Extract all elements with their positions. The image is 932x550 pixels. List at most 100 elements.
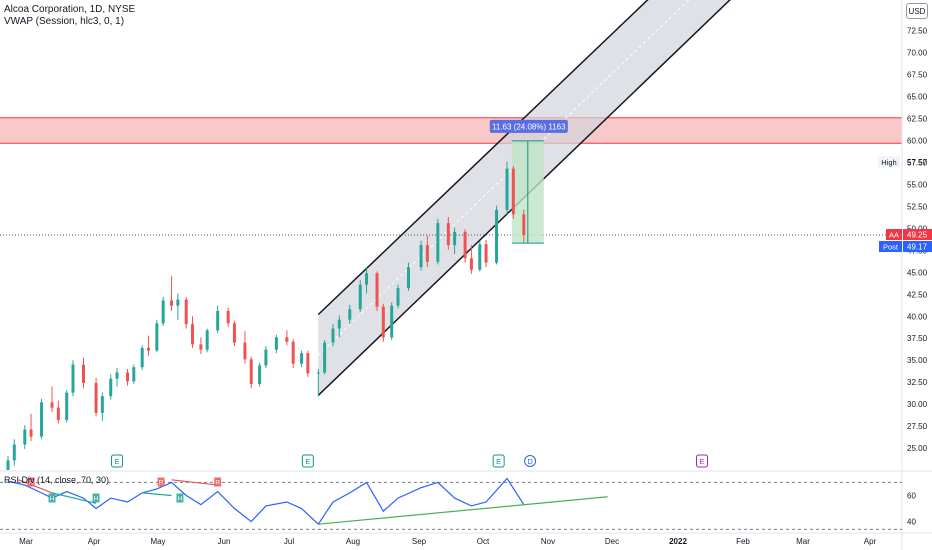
candle-body xyxy=(155,323,159,351)
chart-title: Alcoa Corporation, 1D, NYSE xyxy=(4,4,136,15)
event-marker-e: E xyxy=(301,454,314,468)
candle-body xyxy=(146,347,150,351)
candle-body xyxy=(243,342,247,360)
candle xyxy=(109,374,113,400)
candle xyxy=(146,335,150,356)
candle xyxy=(505,161,509,215)
channel-upper-line xyxy=(317,0,649,316)
post-market-label: Post 49.17 xyxy=(879,241,932,252)
price-tick-label: 25.00 xyxy=(907,444,928,453)
rsi-signal-r: R xyxy=(214,477,222,487)
event-marker-e: E xyxy=(696,454,709,468)
event-marker-e: E xyxy=(492,454,505,468)
candle xyxy=(29,413,33,442)
candle xyxy=(12,439,16,466)
candle xyxy=(132,364,136,384)
time-tick-label: Feb xyxy=(736,537,750,546)
candle-body xyxy=(406,267,410,289)
time-tick-label: 2022 xyxy=(669,537,687,546)
candle-body xyxy=(65,392,69,420)
candle xyxy=(390,302,394,340)
time-tick-label: Mar xyxy=(19,537,33,546)
candle-body xyxy=(453,231,457,246)
candle xyxy=(381,303,385,342)
last-price-value: 49.25 xyxy=(907,231,928,240)
event-marker-label: E xyxy=(700,457,705,466)
channel-fill xyxy=(318,0,730,396)
last-price-box xyxy=(903,229,932,240)
candle-body xyxy=(115,372,119,379)
candle xyxy=(300,350,304,368)
candle xyxy=(140,345,144,370)
candle xyxy=(365,267,369,294)
candle-body xyxy=(505,168,509,210)
time-tick-label: Nov xyxy=(541,537,555,546)
candle-body xyxy=(6,460,10,470)
measure-label: 11.63 (24.08%) 1163 xyxy=(492,122,566,131)
candle-body xyxy=(140,347,144,368)
measure-label-box xyxy=(489,119,568,133)
price-tick-label: 45.00 xyxy=(907,268,928,277)
candle-body xyxy=(323,342,327,373)
candle-body xyxy=(170,300,174,306)
candle xyxy=(50,386,54,413)
post-price-box xyxy=(903,241,932,252)
price-tick-label: 32.50 xyxy=(907,378,928,387)
candle-body xyxy=(419,245,423,268)
candle xyxy=(469,245,473,275)
time-tick-label: May xyxy=(150,537,165,546)
post-tag-box xyxy=(879,241,902,252)
candle xyxy=(463,229,467,263)
candle-body xyxy=(126,372,130,382)
candle xyxy=(274,334,278,354)
time-tick-label: Dec xyxy=(605,537,619,546)
candle xyxy=(205,328,209,353)
candle xyxy=(65,390,69,423)
candle-body xyxy=(12,444,16,461)
candle-body xyxy=(161,300,165,324)
candle-body xyxy=(81,364,85,384)
time-tick-label: Mar xyxy=(796,537,810,546)
currency-button[interactable]: USD xyxy=(906,3,928,19)
resistance-zone xyxy=(0,117,902,144)
channel-lower-line xyxy=(317,0,731,396)
candle-body xyxy=(199,344,203,350)
time-tick-label: Apr xyxy=(864,537,877,546)
rsi-tick-label: 40 xyxy=(907,518,916,527)
candle-body xyxy=(291,341,295,364)
candle-body xyxy=(226,310,230,324)
candle xyxy=(100,392,104,421)
candle-body xyxy=(176,299,180,306)
vwap-indicator-label[interactable]: VWAP (Session, hlc3, 0, 1) xyxy=(4,16,125,27)
candle xyxy=(6,455,10,470)
time-axis: Mar Apr May Jun Jul Aug Sep Oct Nov Dec 2022 Feb Mar… xyxy=(19,537,876,546)
main-pane: 11.63 (24.08%) 1163 E E E D E xyxy=(0,0,902,470)
rsi-signal-label: R xyxy=(159,480,164,487)
candle xyxy=(94,377,98,417)
time-tick-label: Sep xyxy=(412,537,427,546)
candle-body xyxy=(436,223,440,262)
rsi-divergence-line xyxy=(51,492,97,504)
candle-body xyxy=(495,209,499,263)
price-tick-label: 67.50 xyxy=(907,71,928,80)
candle xyxy=(285,330,289,346)
candle-body xyxy=(40,402,44,437)
candle xyxy=(191,316,195,348)
rsi-signal-label: H xyxy=(94,496,99,503)
rsi-signal-box xyxy=(92,493,100,503)
candle-body xyxy=(94,383,98,413)
rsi-tick-label: 60 xyxy=(907,491,916,500)
candle xyxy=(126,368,130,386)
price-tick-label: 40.00 xyxy=(907,312,928,321)
time-tick-label: Jun xyxy=(218,537,231,546)
rsi-signal-box xyxy=(27,477,35,487)
price-tick-label: 30.00 xyxy=(907,400,928,409)
rsi-signal-box xyxy=(157,477,165,487)
ticker-tag: AA xyxy=(889,231,899,240)
candle xyxy=(40,398,44,440)
rsi-signal-r: R xyxy=(27,477,35,487)
candle-body xyxy=(390,305,394,338)
event-marker-label: E xyxy=(305,457,310,466)
